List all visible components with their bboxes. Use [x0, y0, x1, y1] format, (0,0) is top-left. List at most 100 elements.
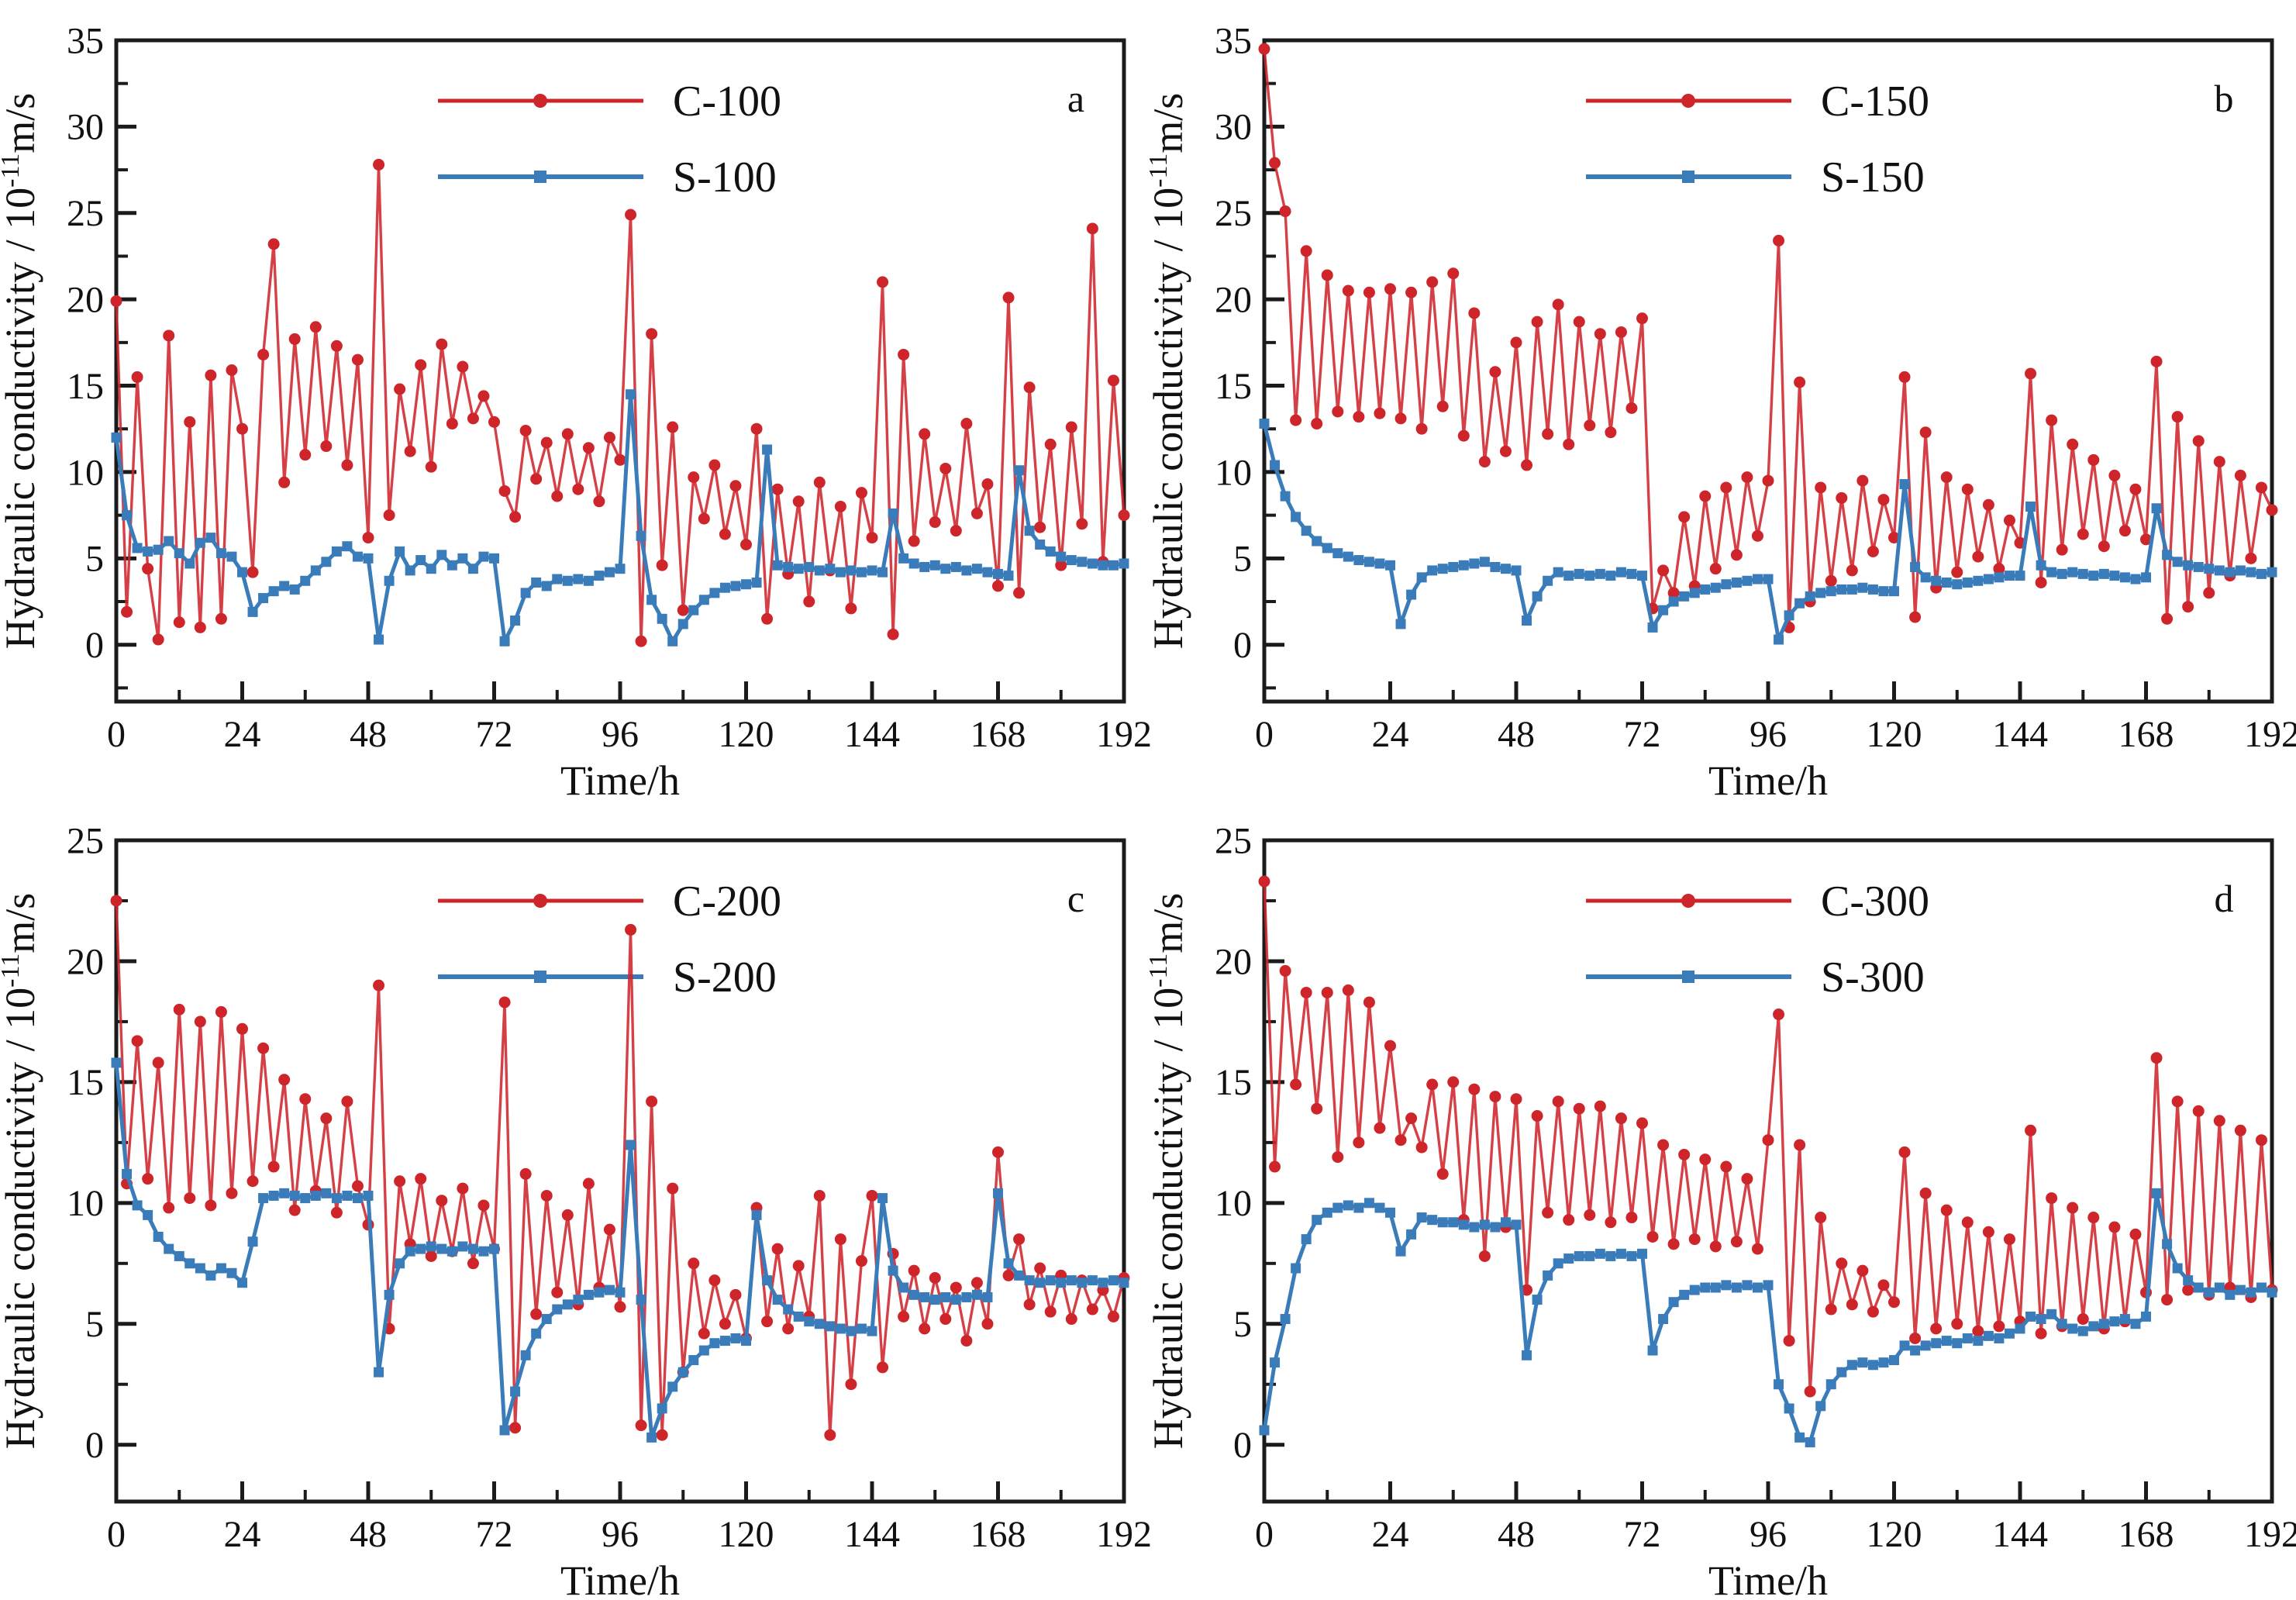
C-200-marker — [1044, 1305, 1057, 1318]
C-150-marker — [1415, 422, 1428, 435]
S-150-marker — [1889, 586, 1899, 597]
y-tick-label: 0 — [85, 625, 104, 666]
C-150-marker — [2077, 528, 2089, 540]
S-300-marker — [2235, 1284, 2246, 1295]
C-150-marker — [2108, 469, 2121, 481]
C-100-marker — [194, 621, 206, 633]
C-150-marker — [1258, 43, 1270, 55]
C-200-marker — [436, 1195, 448, 1207]
C-300-marker — [1415, 1141, 1428, 1153]
C-300-marker — [2161, 1294, 2174, 1306]
S-100-marker — [950, 561, 961, 572]
x-tick-label: 168 — [2118, 1514, 2174, 1555]
C-200-marker — [498, 996, 511, 1009]
S-300-marker — [2088, 1321, 2099, 1332]
S-150-marker — [1522, 616, 1532, 626]
S-100-marker — [321, 557, 332, 567]
S-200-marker — [877, 1193, 888, 1204]
C-100-marker — [960, 418, 973, 430]
C-200-marker — [792, 1260, 805, 1272]
S-150-marker — [1301, 526, 1312, 536]
C-100-marker — [708, 459, 721, 471]
C-200-marker — [236, 1022, 248, 1035]
C-100-marker — [425, 460, 437, 473]
C-100-marker — [142, 563, 154, 575]
panel-b: 0 5 10 15 20 25 30 35 0 24 48 72 96 120 144 168 192 Time/… — [1144, 0, 2296, 804]
S-200-marker — [205, 1270, 216, 1281]
x-tick-label: 48 — [350, 1514, 387, 1555]
C-200-marker — [519, 1167, 532, 1180]
S-200-marker — [814, 1319, 825, 1329]
series-S-200 — [111, 1057, 1129, 1443]
C-100-marker — [677, 604, 689, 616]
S-100-marker — [258, 593, 269, 604]
C-300-marker — [1279, 964, 1291, 977]
C-150-marker — [1741, 471, 1753, 484]
S-150-marker — [1416, 572, 1427, 583]
S-150-marker — [1584, 571, 1595, 581]
S-150-marker — [2119, 572, 2130, 583]
C-300-marker — [1730, 1236, 1743, 1248]
S-200-marker — [677, 1367, 688, 1378]
C-300-marker — [1982, 1226, 1994, 1238]
C-150-marker — [1394, 412, 1407, 425]
legend: C-200 S-200 — [438, 878, 781, 1002]
C-150-marker — [2098, 540, 2110, 553]
C-150-marker — [1499, 445, 1512, 457]
C-150-marker — [1751, 529, 1763, 542]
S-150-marker — [1637, 571, 1647, 581]
C-300-marker — [1909, 1332, 1922, 1344]
S-300-marker — [1867, 1360, 1878, 1371]
C-300-marker — [1951, 1318, 1963, 1330]
C-150-marker — [1457, 429, 1470, 442]
C-150-marker — [1667, 587, 1680, 599]
S-100-marker — [541, 581, 552, 591]
C-100-marker — [330, 340, 343, 352]
S-200-marker — [132, 1200, 143, 1211]
C-150-marker — [1426, 276, 1439, 288]
C-150-marker — [1436, 400, 1449, 412]
legend-label: C-200 — [673, 878, 781, 926]
S-100-marker — [783, 561, 794, 572]
y-tick-label: 10 — [1215, 452, 1252, 493]
C-100-marker — [540, 436, 553, 449]
C-100-marker — [373, 158, 385, 171]
C-200-marker — [561, 1209, 574, 1221]
S-150-marker — [2214, 565, 2225, 576]
C-150-marker — [2087, 453, 2100, 466]
S-300-marker — [2172, 1263, 2183, 1274]
S-200-marker — [310, 1190, 321, 1201]
S-100-marker — [1108, 560, 1119, 571]
C-100-marker — [1076, 518, 1088, 530]
S-300-marker — [1931, 1338, 1942, 1349]
S-150-marker — [1469, 558, 1480, 569]
C-100-marker — [656, 559, 668, 571]
S-300-marker — [1574, 1250, 1584, 1261]
C-100-marker — [1034, 521, 1046, 533]
C-200-marker — [110, 895, 122, 907]
C-100-marker — [436, 338, 448, 350]
S-150-marker — [1962, 578, 1973, 588]
C-150-marker — [2067, 438, 2079, 450]
C-150-marker — [1951, 566, 1963, 578]
S-100-marker — [331, 546, 342, 557]
y-tick-label: 30 — [1215, 107, 1252, 148]
C-200-marker — [898, 1310, 910, 1322]
C-100-marker — [582, 442, 595, 454]
S-200-marker — [384, 1289, 395, 1300]
legend-label: C-150 — [1821, 78, 1929, 126]
C-300-marker — [1552, 1095, 1564, 1108]
S-150-marker — [1679, 591, 1690, 602]
S-150-marker — [1647, 622, 1658, 633]
S-200-marker — [719, 1336, 730, 1347]
S-200-marker — [698, 1345, 709, 1356]
C-300-marker — [2025, 1124, 2037, 1136]
C-300-marker — [1300, 986, 1312, 998]
C-200-marker — [646, 1095, 658, 1108]
S-150-marker — [1774, 634, 1784, 645]
C-200-marker — [341, 1095, 353, 1108]
C-150-marker — [1531, 316, 1543, 328]
S-200-marker — [489, 1243, 499, 1254]
S-150-marker — [1353, 555, 1364, 566]
S-100-marker — [363, 553, 374, 564]
